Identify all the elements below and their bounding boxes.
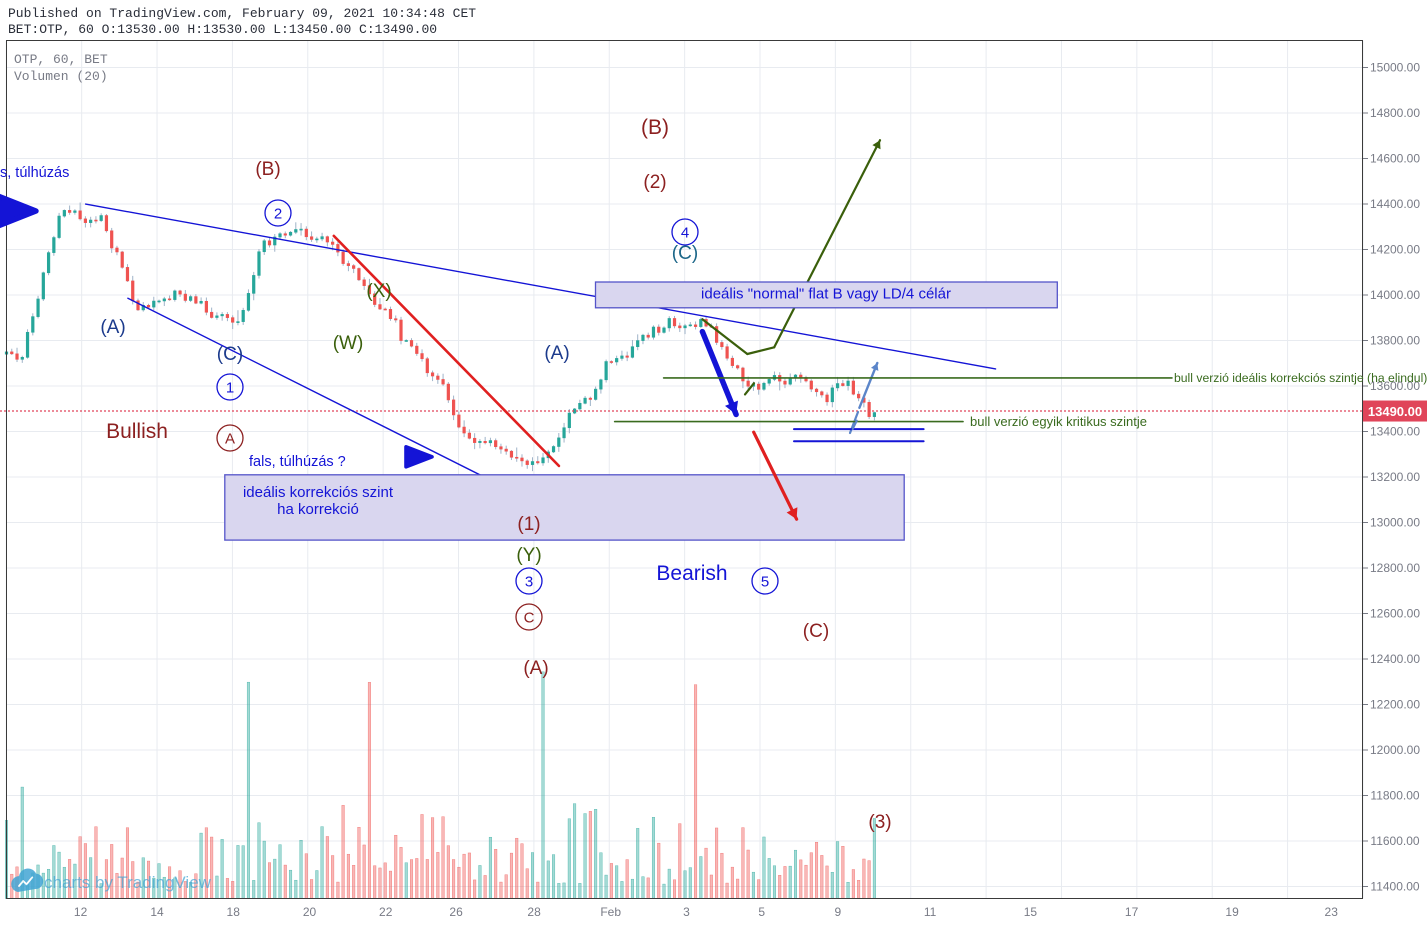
svg-text:14800.00: 14800.00 xyxy=(1370,106,1420,120)
svg-text:ideális "normal" flat B vagy L: ideális "normal" flat B vagy LD/4 célár xyxy=(701,286,951,303)
svg-text:17: 17 xyxy=(1125,905,1139,919)
svg-text:12600.00: 12600.00 xyxy=(1370,607,1420,621)
svg-text:s, túlhúzás: s, túlhúzás xyxy=(0,165,69,181)
svg-text:Bearish: Bearish xyxy=(656,562,727,585)
svg-text:26: 26 xyxy=(449,905,463,919)
svg-text:(C): (C) xyxy=(217,344,243,365)
svg-text:2: 2 xyxy=(274,206,282,223)
svg-text:(X): (X) xyxy=(366,281,391,302)
svg-text:20: 20 xyxy=(303,905,317,919)
svg-text:(A): (A) xyxy=(100,317,125,338)
svg-text:12000.00: 12000.00 xyxy=(1370,743,1420,757)
svg-text:(A): (A) xyxy=(523,658,548,679)
svg-text:9: 9 xyxy=(834,905,841,919)
svg-text:A: A xyxy=(225,431,235,448)
svg-text:13490.00: 13490.00 xyxy=(1368,404,1422,419)
svg-text:18: 18 xyxy=(227,905,241,919)
svg-text:12: 12 xyxy=(74,905,88,919)
svg-text:12400.00: 12400.00 xyxy=(1370,652,1420,666)
svg-text:13400.00: 13400.00 xyxy=(1370,425,1420,439)
svg-text:(B): (B) xyxy=(255,159,280,180)
svg-text:bull verzió ideális korrekció: bull verzió ideális korrekciós szintje (… xyxy=(1174,371,1427,385)
svg-text:14200.00: 14200.00 xyxy=(1370,243,1420,257)
svg-text:11: 11 xyxy=(924,905,937,919)
svg-text:3: 3 xyxy=(683,905,690,919)
svg-text:(3): (3) xyxy=(868,812,891,833)
svg-text:Bullish: Bullish xyxy=(106,420,168,443)
svg-text:11400.00: 11400.00 xyxy=(1370,880,1419,894)
svg-text:15: 15 xyxy=(1024,905,1038,919)
svg-text:5: 5 xyxy=(758,905,765,919)
svg-text:11600.00: 11600.00 xyxy=(1370,834,1419,848)
svg-text:(C): (C) xyxy=(803,621,829,642)
svg-text:28: 28 xyxy=(527,905,541,919)
svg-text:fals, túlhúzás ?: fals, túlhúzás ? xyxy=(249,454,346,470)
svg-text:4: 4 xyxy=(681,225,689,242)
svg-text:ha korrekció: ha korrekció xyxy=(277,501,359,518)
svg-text:15000.00: 15000.00 xyxy=(1370,61,1420,75)
svg-text:charts by TradingView: charts by TradingView xyxy=(44,873,212,892)
svg-text:19: 19 xyxy=(1225,905,1239,919)
svg-text:1: 1 xyxy=(226,380,234,397)
svg-text:bull verzió egyik kritikus szi: bull verzió egyik kritikus szintje xyxy=(970,414,1147,429)
svg-text:(W): (W) xyxy=(333,333,364,354)
svg-text:C: C xyxy=(524,610,535,627)
svg-text:23: 23 xyxy=(1325,905,1339,919)
svg-text:(C): (C) xyxy=(672,243,698,264)
svg-text:13800.00: 13800.00 xyxy=(1370,334,1420,348)
svg-text:12800.00: 12800.00 xyxy=(1370,561,1420,575)
svg-text:14000.00: 14000.00 xyxy=(1370,288,1420,302)
svg-text:(2): (2) xyxy=(643,172,666,193)
svg-text:5: 5 xyxy=(761,574,769,591)
svg-text:12200.00: 12200.00 xyxy=(1370,698,1420,712)
svg-text:Volumen (20): Volumen (20) xyxy=(14,69,108,84)
svg-text:ideális korrekciós szint: ideális korrekciós szint xyxy=(243,484,394,501)
svg-text:13000.00: 13000.00 xyxy=(1370,516,1420,530)
svg-text:11800.00: 11800.00 xyxy=(1370,789,1419,803)
svg-text:14: 14 xyxy=(150,905,164,919)
svg-text:14400.00: 14400.00 xyxy=(1370,197,1420,211)
svg-text:14600.00: 14600.00 xyxy=(1370,152,1420,166)
svg-text:13200.00: 13200.00 xyxy=(1370,470,1420,484)
svg-text:Feb: Feb xyxy=(600,905,621,919)
svg-text:22: 22 xyxy=(379,905,393,919)
svg-text:(B): (B) xyxy=(641,116,669,139)
svg-text:(Y): (Y) xyxy=(516,545,541,566)
svg-text:OTP, 60, BET: OTP, 60, BET xyxy=(14,52,108,67)
svg-text:3: 3 xyxy=(525,574,533,591)
svg-text:(A): (A) xyxy=(544,343,569,364)
svg-text:(1): (1) xyxy=(517,514,540,535)
